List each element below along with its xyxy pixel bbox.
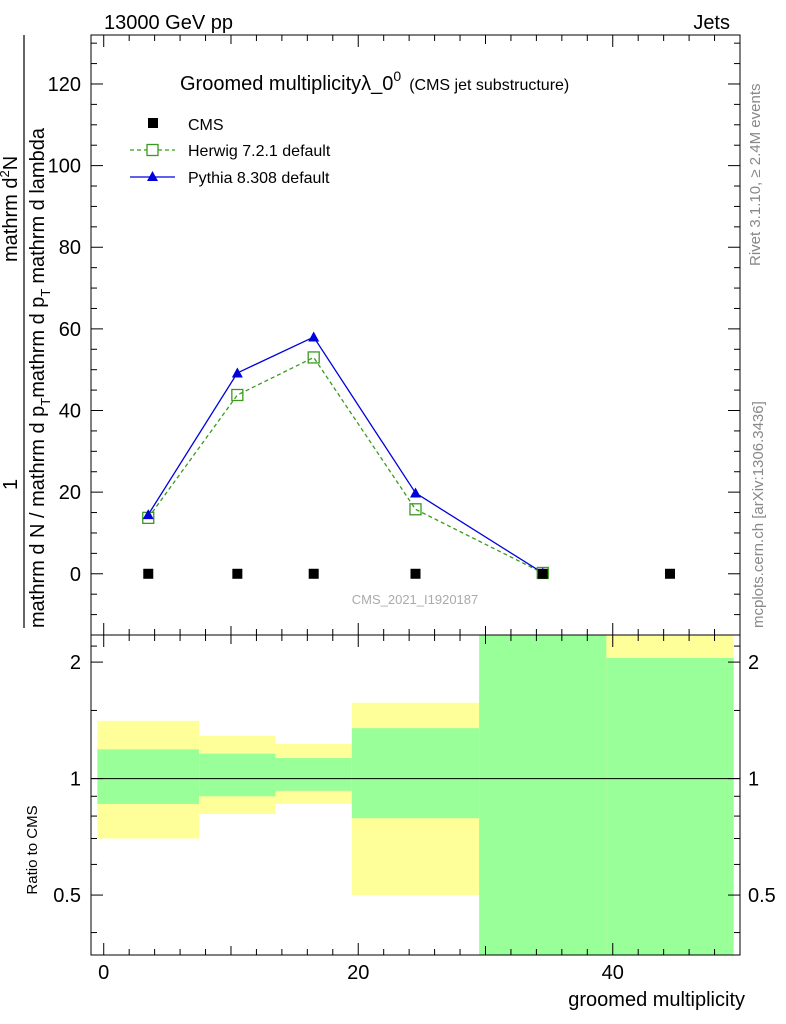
ratio-band-inner <box>479 635 607 955</box>
ratio-ytick-label-right: 0.5 <box>748 885 776 907</box>
ratio-band-inner <box>606 657 734 955</box>
ratio-band-inner <box>97 749 200 804</box>
herwig-point <box>307 351 320 364</box>
ratio-ytick-label-left: 2 <box>70 652 81 674</box>
main-ytick-label: 120 <box>48 74 81 96</box>
legend-label-cms: CMS <box>188 117 224 134</box>
pythia-line <box>147 336 544 574</box>
ratio-bands <box>97 635 734 955</box>
herwig-point <box>231 388 244 402</box>
herwig-line <box>147 356 544 574</box>
cms-point <box>232 568 243 579</box>
ratio-ytick-label-left: 0.5 <box>53 885 81 907</box>
main-ylabel: 1 mathrm d2N mathrm d N / mathrm d pTmat… <box>0 35 53 628</box>
main-ytick-label: 0 <box>70 564 81 586</box>
ylabel-denominator: mathrm d N / mathrm d pTmathrm d pTmathr… <box>27 127 53 628</box>
legend-marker-pythia <box>147 171 158 181</box>
ratio-ytick-label-left: 1 <box>70 769 81 791</box>
pythia-point <box>231 367 243 378</box>
energy-label: 13000 GeV pp <box>104 12 233 34</box>
main-ytick-label: 20 <box>59 482 81 504</box>
cms-point <box>537 568 548 579</box>
legend-label-pythia: Pythia 8.308 default <box>188 170 330 187</box>
x-tick-label: 20 <box>347 962 369 984</box>
ratio-frame <box>90 634 741 956</box>
legend-marker-herwig <box>146 143 159 157</box>
ratio-ticks: 0.5 0.51 12 20 20 40 <box>53 635 776 984</box>
cms-point <box>308 568 319 579</box>
cms-point <box>410 568 421 579</box>
main-ytick-label: 60 <box>59 319 81 341</box>
analysis-watermark: CMS_2021_I1920187 <box>352 592 479 607</box>
main-ytick-label: 40 <box>59 401 81 423</box>
ratio-band-inner <box>199 753 276 797</box>
ratio-ytick-label-right: 1 <box>748 769 759 791</box>
x-axis-label: groomed multiplicity <box>568 989 745 1011</box>
pythia-point <box>142 509 154 520</box>
cms-point <box>665 568 676 579</box>
ratio-band-inner <box>351 728 480 819</box>
pythia-point <box>410 487 421 498</box>
cms-point <box>143 568 154 579</box>
ylabel-numerator-one: 1 <box>0 479 22 490</box>
chart-title-sub: (CMS jet substructure) <box>409 77 569 94</box>
x-tick-label: 0 <box>98 962 109 984</box>
mcplots-label: mcplots.cern.ch [arXiv:1306.3436] <box>750 401 767 628</box>
herwig-point <box>409 503 422 516</box>
x-tick-label: 40 <box>602 962 624 984</box>
process-label: Jets <box>693 12 730 34</box>
main-ticks: 0 20 40 60 80 100 120 <box>48 35 740 635</box>
ratio-panel: 0.5 0.51 12 20 20 40 Ratio to CMS groomed mul… <box>24 634 776 1011</box>
ratio-band-inner <box>275 758 352 791</box>
rivet-version-label: Rivet 3.1.10, ≥ 2.4M events <box>747 84 764 267</box>
pythia-point <box>308 331 320 342</box>
main-ytick-label: 80 <box>59 237 81 259</box>
ylabel-numerator: mathrm d2N <box>0 156 22 262</box>
chart-title: Groomed multiplicityλ_00 (CMS jet substru… <box>180 68 569 95</box>
legend-marker-cms <box>148 118 158 128</box>
legend: CMS Herwig 7.2.1 default Pythia 8.308 de… <box>130 117 331 187</box>
main-ytick-label: 100 <box>48 156 81 178</box>
legend-label-herwig: Herwig 7.2.1 default <box>188 143 331 160</box>
chart-title-sup: 0 <box>393 68 401 84</box>
main-marks <box>142 331 676 580</box>
ratio-ytick-label-right: 2 <box>748 652 759 674</box>
chart-title-main: Groomed multiplicityλ_0 <box>180 73 393 95</box>
ratio-ylabel: Ratio to CMS <box>24 805 41 894</box>
